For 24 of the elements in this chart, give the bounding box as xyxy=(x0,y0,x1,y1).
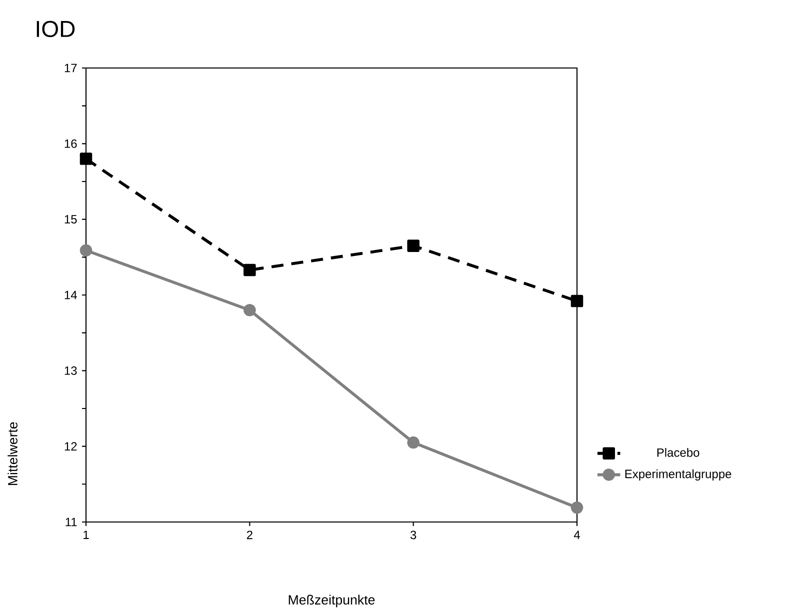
y-tick-label: 16 xyxy=(64,139,77,148)
point xyxy=(570,501,584,514)
point xyxy=(244,304,256,316)
chart-title: IOD xyxy=(36,20,75,38)
legend-label: Experimentalgruppe xyxy=(625,469,732,481)
point xyxy=(570,294,584,308)
y-tick-label: 13 xyxy=(64,366,77,375)
x-tick-label: 1 xyxy=(84,530,89,539)
x-axis-title: Meßzeitpunkte xyxy=(288,594,375,608)
text: Placebo xyxy=(657,448,700,457)
y-tick-label: 14 xyxy=(64,290,77,300)
point xyxy=(407,240,420,252)
point xyxy=(244,264,256,276)
y-tick-label: 12 xyxy=(64,442,77,451)
y-tick-label: 17 xyxy=(64,64,77,72)
point xyxy=(407,436,420,449)
point xyxy=(80,152,92,165)
y-tick-label: 11 xyxy=(66,518,77,526)
y-axis-title: Mittelwerte xyxy=(8,422,18,486)
point xyxy=(80,244,92,256)
x-tick-label: 3 xyxy=(410,530,416,540)
y-tick-label: 15 xyxy=(64,215,77,224)
x-tick-label: 2 xyxy=(246,530,252,540)
x-tick-label: 4 xyxy=(574,530,580,539)
